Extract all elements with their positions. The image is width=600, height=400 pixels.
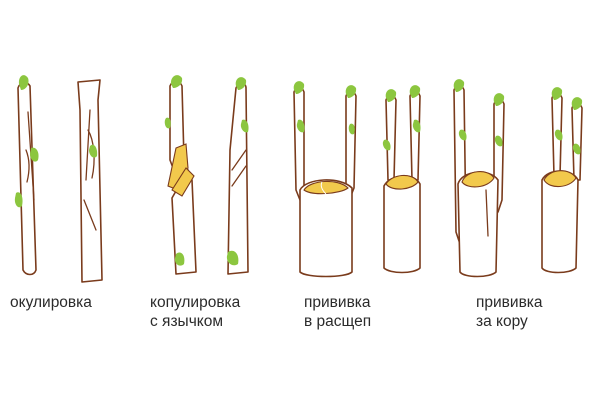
- budding-bark-cut-line: [25, 149, 30, 183]
- splice-rootstock-bud: [174, 252, 185, 266]
- bark-graft-illustration: [453, 79, 583, 278]
- splice-scion-side-bud: [164, 117, 171, 129]
- cleft-joined-cut-surface: [385, 174, 419, 190]
- cleft-rootstock-split-top: [303, 180, 349, 195]
- method-label-line: за кору: [476, 313, 528, 330]
- splice-rootstock-cut-surface: [171, 167, 195, 197]
- cleft-joined-right-side-bud: [412, 119, 421, 133]
- splice-joined-side-bud: [240, 119, 249, 133]
- cleft-scion-left-side-bud: [296, 119, 305, 133]
- budding-lower-bud: [14, 192, 23, 208]
- cleft-joined-rootstock: [383, 175, 421, 274]
- bark-scion-right-top-bud: [493, 93, 505, 106]
- bark-scion-left-top-bud: [453, 79, 465, 92]
- bark-rootstock-cut-surface: [461, 171, 495, 188]
- splice-scion-top-bud: [170, 75, 183, 88]
- cleft-scion-right-top-bud: [345, 85, 357, 98]
- method-label-bark-graft: прививка за кору: [476, 293, 543, 331]
- bark-rootstock-left: [457, 171, 499, 278]
- bark-joined-right-side-bud: [572, 143, 581, 155]
- method-label-line: в расщеп: [304, 313, 372, 330]
- cleft-joined-left-side-bud: [382, 139, 391, 151]
- cleft-rootstock-left: [299, 179, 353, 278]
- method-label-cleft-graft: прививка в расщеп: [304, 293, 371, 331]
- method-label-line: с язычком: [150, 313, 224, 330]
- tongue-splice-illustration: [164, 75, 249, 275]
- bark-joined-right-top-bud: [571, 97, 583, 110]
- budding-top-bud: [18, 75, 29, 90]
- budding-bark-flap-line: [83, 199, 97, 231]
- bark-scion-left-side-bud: [458, 129, 467, 141]
- bark-rootstock-slit-line: [485, 189, 489, 237]
- method-label-line: окулировка: [10, 294, 92, 311]
- method-label-line: прививка: [304, 294, 371, 311]
- budding-inserted-bud: [89, 144, 98, 158]
- method-label-line: прививка: [476, 294, 543, 311]
- cleft-graft-illustration: [293, 81, 421, 278]
- cleft-split-line: [320, 181, 327, 195]
- cleft-scion-left: [293, 86, 305, 201]
- method-label-budding: окулировка: [10, 293, 92, 312]
- bark-joined-left-top-bud: [551, 87, 563, 100]
- budding-stock-stick: [17, 81, 37, 276]
- splice-joint-line: [231, 165, 247, 187]
- cleft-joined-scion-right: [409, 90, 421, 181]
- cleft-joined-scion-left: [385, 94, 397, 181]
- bark-joined-left-side-bud: [554, 129, 563, 141]
- budding-stock-with-t-cut: [77, 79, 103, 283]
- cleft-scion-left-top-bud: [293, 81, 305, 94]
- bark-joined-cut-surface: [543, 170, 577, 188]
- method-label-tongue-splice: копулировка с язычком: [150, 293, 240, 331]
- splice-joined-stick: [227, 82, 249, 275]
- splice-joined-top-bud: [235, 77, 247, 90]
- budding-grafted-bud: [30, 147, 39, 162]
- cleft-joined-right-top-bud: [409, 85, 421, 98]
- bark-joined-scion-right: [571, 102, 583, 181]
- splice-joined-lower-bud: [226, 250, 239, 266]
- bark-scion-right-side-bud: [494, 135, 503, 147]
- cleft-scion-right-side-bud: [348, 123, 355, 135]
- cleft-scion-right: [345, 90, 357, 199]
- method-label-line: копулировка: [150, 294, 241, 311]
- splice-joint-line: [231, 149, 247, 171]
- budding-illustration: [14, 75, 103, 283]
- budding-t-cut-line: [85, 109, 91, 181]
- cleft-joined-left-top-bud: [385, 89, 397, 102]
